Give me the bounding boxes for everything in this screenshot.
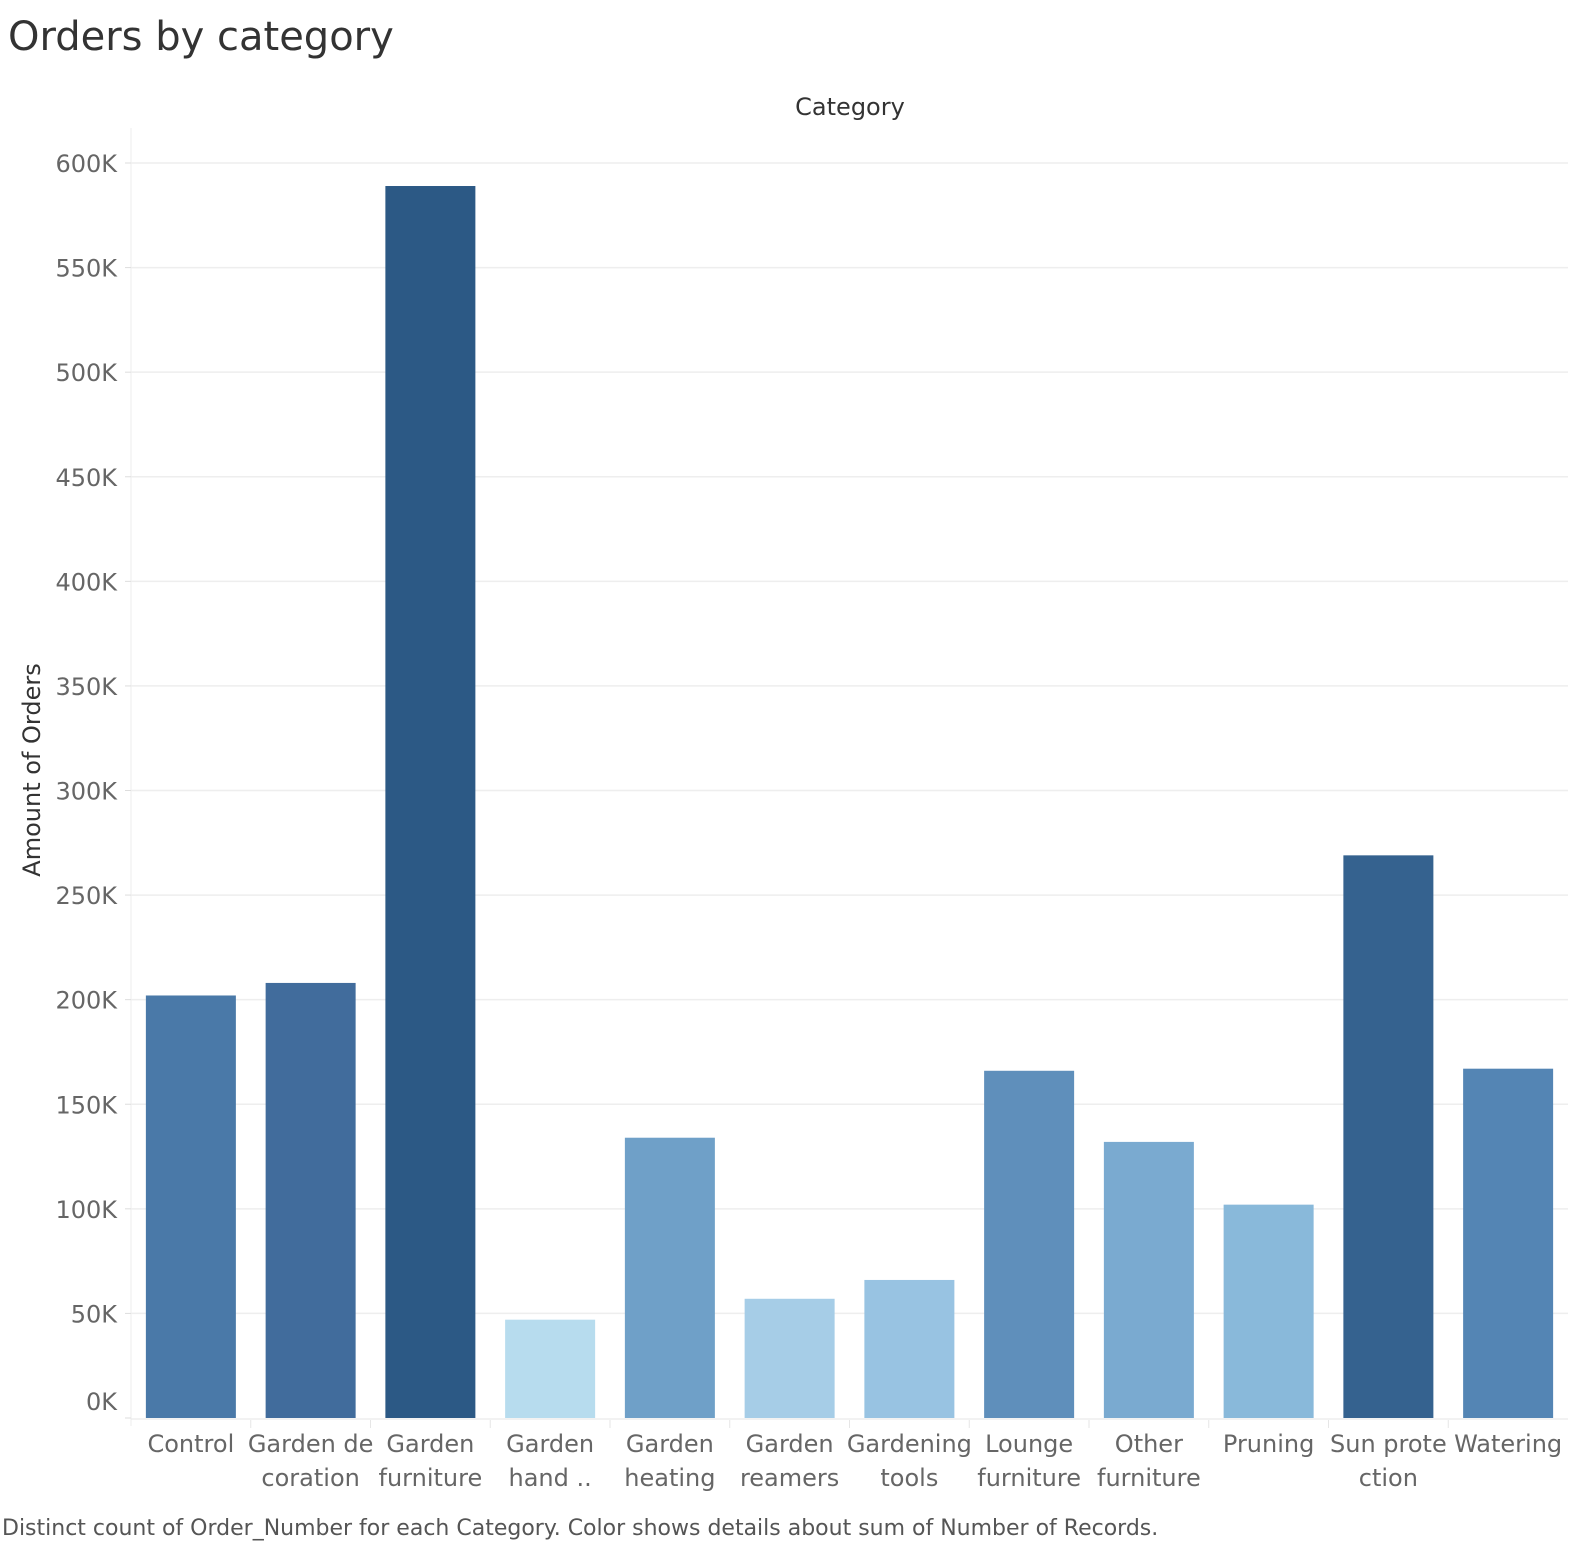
category-label: heating (624, 1464, 715, 1492)
category-label: Garden (506, 1430, 594, 1458)
y-tick-label: 300K (55, 778, 118, 806)
y-tick-label: 550K (55, 255, 118, 283)
y-tick-label: 150K (55, 1091, 118, 1119)
bar[interactable] (864, 1279, 955, 1418)
bar[interactable] (265, 982, 356, 1418)
page-title: Orders by category (8, 14, 394, 60)
category-label: Sun prote (1330, 1430, 1447, 1458)
bar[interactable] (145, 995, 236, 1418)
chart-caption: Distinct count of Order_Number for each … (2, 1516, 1159, 1541)
bar[interactable] (984, 1070, 1075, 1418)
y-tick-label: 400K (55, 568, 118, 596)
bar[interactable] (505, 1319, 596, 1418)
category-label: hand .. (509, 1464, 592, 1492)
y-tick-label: 100K (55, 1196, 118, 1224)
bar[interactable] (744, 1298, 835, 1418)
category-label: Pruning (1223, 1430, 1314, 1458)
x-axis-title: Category (795, 93, 905, 121)
category-label: Gardening (847, 1430, 972, 1458)
category-label: tools (880, 1464, 938, 1492)
category-label: Other (1115, 1430, 1183, 1458)
category-label: Garden (626, 1430, 714, 1458)
y-tick-label: 450K (55, 464, 118, 492)
bar[interactable] (1343, 855, 1434, 1418)
category-label: Lounge (985, 1430, 1073, 1458)
bars (145, 186, 1554, 1419)
y-tick-label: 600K (55, 150, 118, 178)
category-label: ction (1359, 1464, 1418, 1492)
gridlines (131, 162, 1568, 1315)
category-label: Garden (746, 1430, 834, 1458)
y-tick-label: 500K (55, 359, 118, 387)
bar[interactable] (385, 186, 476, 1419)
y-tick-label: 200K (55, 987, 118, 1015)
category-label: Garden (386, 1430, 474, 1458)
y-axis-title: Amount of Orders (18, 663, 46, 876)
category-label: Control (147, 1430, 234, 1458)
y-tick-label: 50K (71, 1300, 119, 1328)
bar[interactable] (1103, 1141, 1194, 1418)
category-label: furniture (977, 1464, 1081, 1492)
category-label: Watering (1454, 1430, 1562, 1458)
y-tick-label: 250K (55, 882, 118, 910)
category-labels: Control Garden decorationGardenfurnitureG… (147, 1430, 1562, 1492)
category-label: furniture (379, 1464, 483, 1492)
bar[interactable] (1223, 1204, 1314, 1418)
axes: 0K 50K 100K 150K 200K 250K 300K 350K 400K 450K 500… (55, 128, 1568, 1428)
category-label: Garden de (248, 1430, 374, 1458)
bar[interactable] (624, 1137, 715, 1418)
y-tick-label: 0K (86, 1388, 118, 1416)
bar-chart: 0K 50K 100K 150K 200K 250K 300K 350K 400K 450K 500… (18, 93, 1568, 1492)
y-tick-label: 350K (55, 673, 118, 701)
category-label: coration (261, 1464, 359, 1492)
category-label: reamers (740, 1464, 839, 1492)
category-label: furniture (1097, 1464, 1201, 1492)
bar[interactable] (1463, 1068, 1554, 1418)
